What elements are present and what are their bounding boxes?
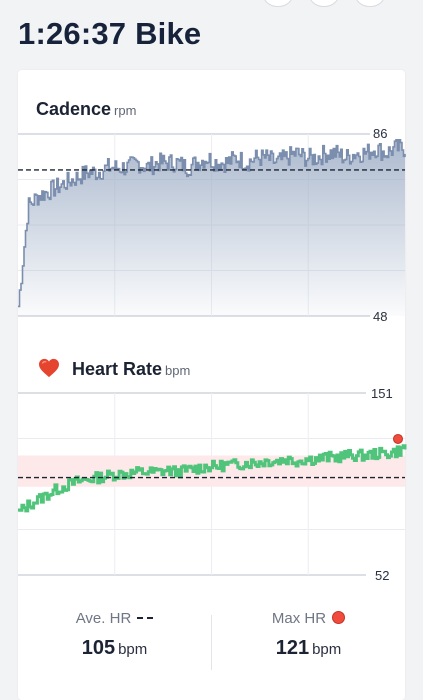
- max-hr-label-text: Max HR: [271, 610, 327, 627]
- ave-hr-label: Ave. HR: [18, 610, 211, 627]
- heart-rate-title: Heart Rate bpm: [72, 359, 190, 380]
- ave-hr-value: 105 bpm: [18, 637, 211, 660]
- top-tab-indicators: [262, 0, 386, 7]
- heart-rate-line: [18, 444, 407, 513]
- max-hr-label: Max HR: [212, 610, 405, 627]
- heart-rate-max-marker[interactable]: [393, 433, 403, 444]
- ave-hr-number: 105: [81, 637, 116, 659]
- heart-rate-chart: [18, 392, 407, 576]
- tab-indicator[interactable]: [262, 0, 294, 7]
- ave-hr-stat: Ave. HR 105 bpm: [18, 610, 211, 660]
- cadence-chart: [18, 133, 406, 317]
- cadence-line: [18, 139, 406, 308]
- stats-divider: [211, 615, 212, 670]
- heart-rate-title-text: Heart Rate: [72, 359, 163, 379]
- cadence-max-label: 86: [373, 126, 388, 141]
- tab-indicator[interactable]: [354, 0, 386, 7]
- ave-hr-label-text: Ave. HR: [75, 610, 132, 627]
- page-title: 1:26:37 Bike: [18, 16, 202, 51]
- ave-hr-unit: bpm: [118, 641, 148, 658]
- cadence-area: [18, 139, 405, 316]
- cadence-title-text: Cadence: [36, 99, 112, 119]
- max-dot-icon: [332, 611, 346, 625]
- heart-icon: [39, 358, 59, 378]
- max-hr-unit: bpm: [312, 641, 342, 659]
- cadence-title: Cadence rpm: [36, 99, 136, 120]
- tab-indicator[interactable]: [308, 0, 340, 7]
- cadence-min-label: 48: [373, 309, 388, 324]
- heart-rate-unit: bpm: [165, 363, 191, 378]
- heart-rate-max-label: 151: [371, 386, 393, 401]
- workout-card: Cadence rpm 86 48 Heart Rate bpm 151 52 Av: [18, 70, 407, 700]
- cadence-unit: rpm: [114, 103, 137, 118]
- heart-rate-min-label: 52: [375, 568, 390, 583]
- average-dash-icon: [137, 616, 154, 619]
- max-hr-stat: Max HR 121 bpm: [212, 610, 405, 660]
- max-hr-value: 121 bpm: [212, 637, 405, 660]
- max-hr-number: 121: [275, 637, 310, 660]
- hr-stats: Ave. HR 105 bpm Max HR 121 bpm: [18, 610, 405, 675]
